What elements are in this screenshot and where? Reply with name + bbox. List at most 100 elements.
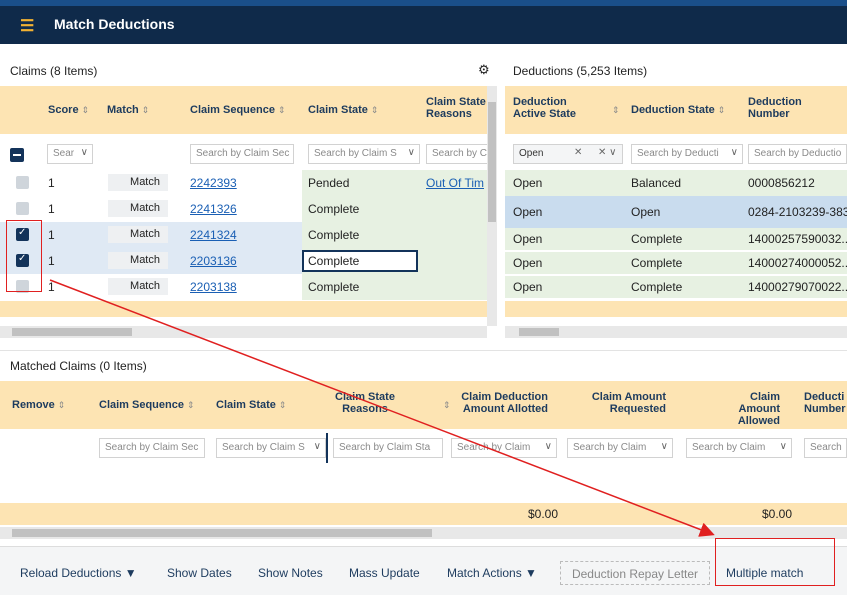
- deduction-state-cell: Open: [631, 205, 661, 219]
- table-row[interactable]: 1 Match 2241324 Complete: [0, 222, 487, 248]
- row-checkbox[interactable]: [16, 202, 29, 215]
- total-allowed: $0.00: [762, 507, 793, 521]
- deductions-header-row: Deduction Active State ⇕ Deduction State…: [505, 86, 847, 134]
- match-button[interactable]: Match: [108, 252, 168, 269]
- claims-horizontal-scrollbar[interactable]: [0, 326, 487, 338]
- claim-sequence-link[interactable]: 2241324: [190, 228, 237, 242]
- claim-state-cell: Complete: [308, 228, 360, 242]
- col-deduction-number[interactable]: Deducti Number: [804, 391, 846, 415]
- select-all-checkbox[interactable]: [10, 148, 24, 162]
- col-deduction-state[interactable]: Deduction State ⇕: [631, 104, 726, 116]
- hamburger-icon[interactable]: ☰: [20, 18, 35, 35]
- col-matched-claim-sequence[interactable]: Claim Sequence ⇕: [99, 399, 195, 411]
- row-checkbox[interactable]: [16, 227, 29, 241]
- sort-icon[interactable]: ⇕: [443, 400, 451, 410]
- matched-header-row: Remove ⇕ Claim Sequence ⇕ Claim State ⇕ Cla…: [0, 381, 847, 429]
- col-claim-amount-requested[interactable]: Claim Amount Requested: [591, 391, 666, 415]
- sort-icon[interactable]: ⇕: [612, 105, 620, 115]
- col-deduction-active-state[interactable]: Deduction Active State: [513, 96, 576, 120]
- match-button[interactable]: Match: [108, 174, 168, 191]
- claim-sequence-link[interactable]: 2203136: [190, 254, 237, 268]
- table-row[interactable]: Open Complete 14000274000052...: [505, 252, 847, 274]
- matched-horizontal-scrollbar[interactable]: [0, 527, 847, 539]
- deductions-total-row: [505, 301, 847, 317]
- col-matched-claim-state-reasons[interactable]: Claim State Reasons: [335, 391, 395, 415]
- col-claim-deduction-amount-allotted[interactable]: Claim Deduction Amount Allotted: [461, 391, 548, 415]
- col-claim-state-reasons[interactable]: Claim State Reasons: [426, 96, 486, 120]
- deduction-state-cell: Complete: [631, 280, 683, 294]
- sequence-filter[interactable]: Search by Claim Sec: [190, 144, 294, 164]
- state-filter[interactable]: Search by Claim S: [308, 144, 420, 164]
- table-row[interactable]: Open Complete 14000257590032...: [505, 228, 847, 250]
- match-actions-button[interactable]: Match Actions ▼: [447, 566, 537, 580]
- match-button[interactable]: Match: [108, 278, 168, 295]
- claims-vertical-scrollbar[interactable]: [487, 86, 497, 326]
- table-row[interactable]: 1 Match 2203138 Complete: [0, 274, 487, 300]
- annotation-highlight-checkboxes: [6, 220, 42, 292]
- score-cell: 1: [48, 176, 55, 190]
- match-button[interactable]: Match: [108, 200, 168, 217]
- active-state-filter[interactable]: Open ✕ ✕ ∨: [513, 144, 623, 164]
- col-claim-state[interactable]: Claim State ⇕: [308, 104, 379, 116]
- row-checkbox[interactable]: [16, 253, 29, 267]
- deduction-number-filter[interactable]: Search by Deductio: [748, 144, 847, 164]
- claim-reason-link[interactable]: Out Of Tim: [426, 176, 485, 190]
- table-row[interactable]: Open Open 0284-2103239-383: [505, 196, 847, 228]
- matched-requested-filter[interactable]: Search by Claim: [567, 438, 673, 458]
- claim-state-cell: Complete: [308, 254, 360, 268]
- table-row[interactable]: Open Balanced 0000856212: [505, 170, 847, 196]
- claims-title: Claims (8 Items): [10, 64, 98, 78]
- table-row[interactable]: 1 Match 2242393 Pended Out Of Tim: [0, 170, 487, 196]
- col-score[interactable]: Score ⇕: [48, 104, 90, 116]
- deductions-panel: Deductions (5,253 Items) Deduction Activ…: [505, 54, 847, 350]
- matched-allowed-filter[interactable]: Search by Claim: [686, 438, 792, 458]
- deduction-state-filter[interactable]: Search by Deducti: [631, 144, 743, 164]
- deduction-state-cell: Balanced: [631, 176, 682, 190]
- annotation-highlight-multiple-match: [715, 538, 835, 586]
- focused-cell[interactable]: [302, 250, 418, 272]
- matched-total-row: $0.00 $0.00: [0, 503, 847, 525]
- col-match[interactable]: Match ⇕: [107, 104, 150, 116]
- active-state-cell: Open: [513, 205, 543, 219]
- app-header: ☰ Match Deductions: [0, 0, 847, 44]
- mass-update-button[interactable]: Mass Update: [349, 566, 420, 580]
- col-claim-sequence[interactable]: Claim Sequence ⇕: [190, 104, 286, 116]
- reload-deductions-button[interactable]: Reload Deductions ▼: [20, 566, 137, 580]
- matched-allotted-filter[interactable]: Search by Claim: [451, 438, 557, 458]
- table-row[interactable]: 1 Match 2241326 Complete: [0, 196, 487, 222]
- claim-sequence-link[interactable]: 2242393: [190, 176, 237, 190]
- table-row[interactable]: Open Complete 14000279070022...: [505, 276, 847, 298]
- matched-claims-panel: Matched Claims (0 Items) Remove ⇕ Claim S…: [0, 350, 847, 544]
- deduction-repay-letter-button[interactable]: Deduction Repay Letter: [560, 561, 710, 585]
- action-toolbar: Reload Deductions ▼ Show Dates Show Note…: [0, 546, 847, 595]
- matched-reasons-filter[interactable]: Search by Claim Sta: [333, 438, 443, 458]
- table-row[interactable]: 1 Match 2203136 Complete: [0, 248, 487, 274]
- col-claim-amount-allowed[interactable]: Claim Amount Allowed: [737, 391, 780, 427]
- active-state-cell: Open: [513, 256, 543, 270]
- score-filter[interactable]: Sear: [47, 144, 93, 164]
- matched-state-filter[interactable]: Search by Claim S: [216, 438, 326, 458]
- match-button[interactable]: Match: [108, 226, 168, 243]
- deductions-horizontal-scrollbar[interactable]: [505, 326, 847, 338]
- col-deduction-number[interactable]: Deduction Number: [748, 96, 802, 120]
- multiple-match-button[interactable]: Multiple match: [726, 566, 804, 580]
- score-cell: 1: [48, 228, 55, 242]
- claims-header-row: Score ⇕ Match ⇕ Claim Sequence ⇕ Claim Stat…: [0, 86, 487, 134]
- matched-sequence-filter[interactable]: Search by Claim Sec: [99, 438, 205, 458]
- col-matched-claim-state[interactable]: Claim State ⇕: [216, 399, 287, 411]
- column-resize-handle[interactable]: [326, 433, 328, 463]
- deduction-number-cell: 14000257590032...: [748, 232, 847, 246]
- claim-sequence-link[interactable]: 2241326: [190, 202, 237, 216]
- page-title: Match Deductions: [54, 16, 175, 32]
- row-checkbox[interactable]: [16, 176, 29, 189]
- gear-icon[interactable]: ⚙: [478, 62, 490, 77]
- show-notes-button[interactable]: Show Notes: [258, 566, 323, 580]
- claim-sequence-link[interactable]: 2203138: [190, 280, 237, 294]
- show-dates-button[interactable]: Show Dates: [167, 566, 232, 580]
- active-state-cell: Open: [513, 232, 543, 246]
- col-remove[interactable]: Remove ⇕: [12, 399, 66, 411]
- deduction-state-cell: Complete: [631, 232, 683, 246]
- deductions-title: Deductions (5,253 Items): [513, 64, 648, 78]
- row-checkbox[interactable]: [16, 280, 29, 293]
